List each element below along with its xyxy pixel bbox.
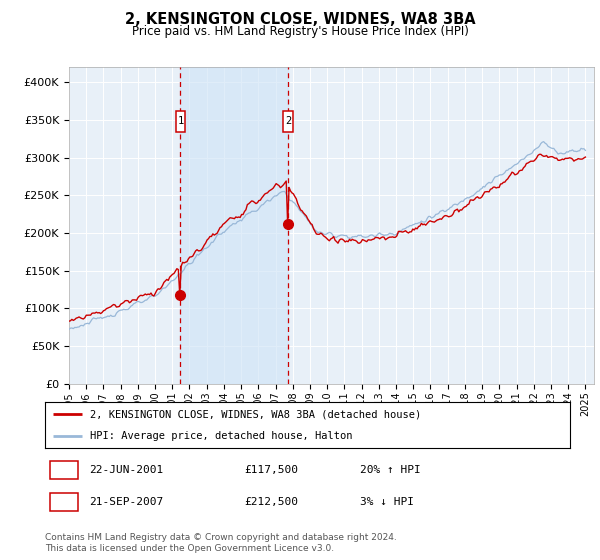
Text: 2, KENSINGTON CLOSE, WIDNES, WA8 3BA (detached house): 2, KENSINGTON CLOSE, WIDNES, WA8 3BA (de… — [89, 409, 421, 419]
Text: £117,500: £117,500 — [245, 465, 299, 475]
Text: 22-JUN-2001: 22-JUN-2001 — [89, 465, 164, 475]
Text: £212,500: £212,500 — [245, 497, 299, 507]
FancyBboxPatch shape — [176, 111, 185, 132]
Text: 2: 2 — [61, 497, 67, 507]
Text: 1: 1 — [61, 465, 67, 475]
Text: This data is licensed under the Open Government Licence v3.0.: This data is licensed under the Open Gov… — [45, 544, 334, 553]
Text: 2: 2 — [285, 116, 291, 127]
Text: Price paid vs. HM Land Registry's House Price Index (HPI): Price paid vs. HM Land Registry's House … — [131, 25, 469, 38]
Text: HPI: Average price, detached house, Halton: HPI: Average price, detached house, Halt… — [89, 431, 352, 441]
Text: 3% ↓ HPI: 3% ↓ HPI — [360, 497, 414, 507]
Text: 1: 1 — [177, 116, 184, 127]
Text: 21-SEP-2007: 21-SEP-2007 — [89, 497, 164, 507]
FancyBboxPatch shape — [283, 111, 293, 132]
FancyBboxPatch shape — [50, 461, 77, 479]
Text: Contains HM Land Registry data © Crown copyright and database right 2024.: Contains HM Land Registry data © Crown c… — [45, 533, 397, 542]
FancyBboxPatch shape — [50, 493, 77, 511]
Bar — [181, 67, 288, 384]
Text: 20% ↑ HPI: 20% ↑ HPI — [360, 465, 421, 475]
Text: 2, KENSINGTON CLOSE, WIDNES, WA8 3BA: 2, KENSINGTON CLOSE, WIDNES, WA8 3BA — [125, 12, 475, 27]
